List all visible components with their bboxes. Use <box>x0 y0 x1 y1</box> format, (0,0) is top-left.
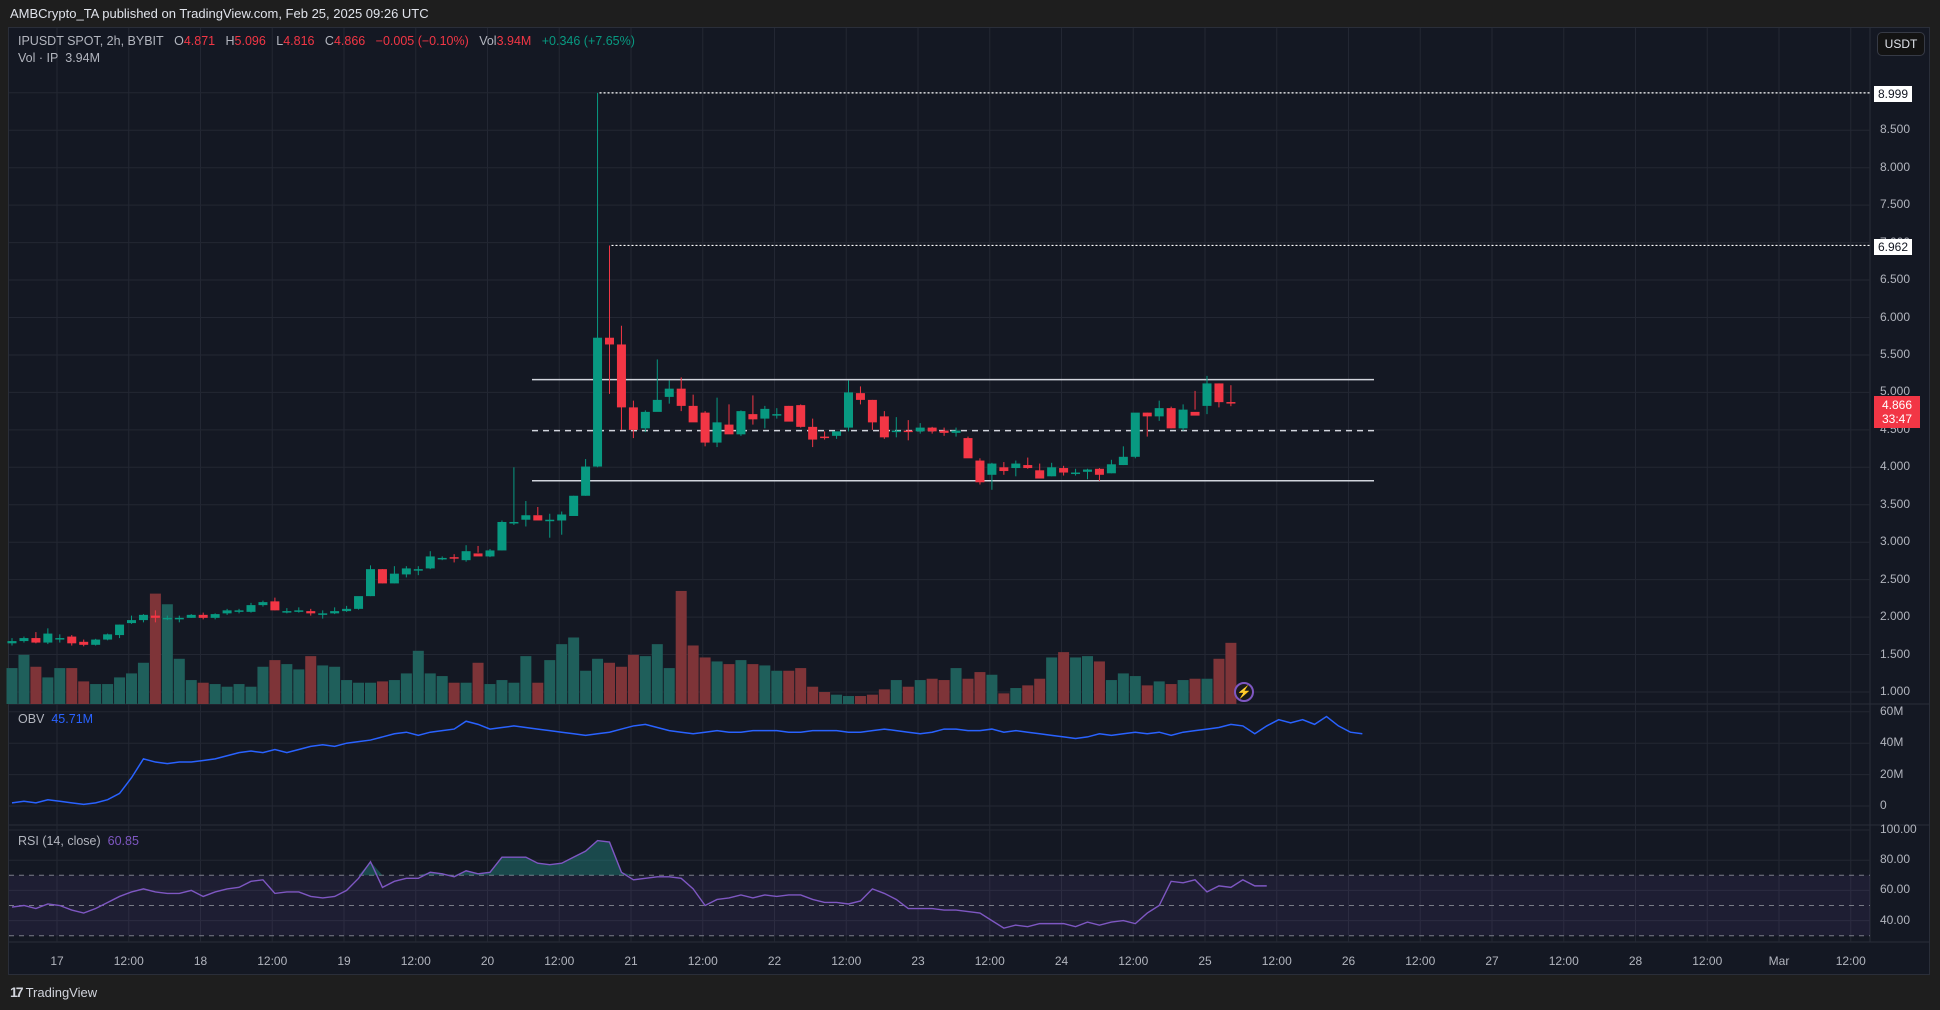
chart-frame <box>8 27 1930 975</box>
currency-button[interactable]: USDT <box>1877 32 1925 56</box>
last-price-tag: 4.866 33:47 <box>1874 396 1920 428</box>
time-tick: 25 <box>1198 954 1212 968</box>
time-tick: 21 <box>624 954 638 968</box>
time-tick: 19 <box>337 954 351 968</box>
obv-tick: 20M <box>1880 766 1904 781</box>
time-tick: 12:00 <box>1548 954 1579 968</box>
price-change: −0.005 (−0.10%) <box>375 34 469 48</box>
bar-countdown: 33:47 <box>1881 412 1913 426</box>
volume-legend[interactable]: Vol · IP 3.94M <box>18 51 100 65</box>
rsi-tick: 40.00 <box>1880 912 1911 927</box>
time-tick: 12:00 <box>974 954 1005 968</box>
price-tick: 5.500 <box>1880 346 1911 361</box>
low-value: 4.816 <box>283 34 315 48</box>
second-high-price-tag: 6.962 <box>1874 239 1913 255</box>
rsi-tick: 80.00 <box>1880 852 1911 867</box>
symbol-legend[interactable]: IPUSDT SPOT, 2h, BYBIT O4.871 H5.096 L4.… <box>18 34 635 48</box>
time-tick: 12:00 <box>1118 954 1149 968</box>
price-tick: 3.500 <box>1880 496 1911 511</box>
price-tick: 7.500 <box>1880 197 1911 212</box>
obv-tick: 40M <box>1880 735 1904 750</box>
time-tick: 12:00 <box>831 954 862 968</box>
time-tick: 12:00 <box>113 954 144 968</box>
time-tick: Mar <box>1768 954 1790 968</box>
price-tick: 2.000 <box>1880 609 1911 624</box>
volume-value: 3.94M <box>496 34 532 48</box>
time-tick: 12:00 <box>544 954 575 968</box>
open-value: 4.871 <box>183 34 216 48</box>
time-tick: 24 <box>1054 954 1069 968</box>
time-tick: 12:00 <box>1692 954 1723 968</box>
obv-value: 45.71M <box>51 712 94 726</box>
tradingview-logo[interactable]: 17 TradingView <box>10 984 98 1000</box>
price-tick: 5.000 <box>1880 384 1911 399</box>
time-tick: 26 <box>1341 954 1356 968</box>
price-tick: 8.500 <box>1880 122 1911 137</box>
rsi-value: 60.85 <box>107 834 139 848</box>
price-tick: 1.500 <box>1880 646 1911 661</box>
price-tick: 3.000 <box>1880 534 1911 549</box>
time-tick: 12:00 <box>1835 954 1866 968</box>
lightning-event-icon[interactable]: ⚡ <box>1234 682 1254 702</box>
time-tick: 27 <box>1485 954 1499 968</box>
time-tick: 12:00 <box>687 954 718 968</box>
price-tick: 4.000 <box>1880 459 1911 474</box>
price-tick: 8.000 <box>1880 159 1911 174</box>
price-tick: 6.000 <box>1880 309 1911 324</box>
price-tick: 6.500 <box>1880 272 1911 287</box>
price-tick: 2.500 <box>1880 571 1911 586</box>
volume-legend-value: 3.94M <box>65 51 100 65</box>
high-value: 5.096 <box>234 34 266 48</box>
time-tick: 18 <box>193 954 208 968</box>
rsi-legend[interactable]: RSI (14, close) 60.85 <box>18 834 139 848</box>
symbol-name[interactable]: IPUSDT SPOT, 2h, BYBIT <box>18 34 164 48</box>
time-tick: 12:00 <box>400 954 431 968</box>
price-tick: 1.000 <box>1880 684 1911 698</box>
tradingview-mark-icon: 17 <box>10 984 24 1000</box>
obv-tick: 0 <box>1880 798 1887 812</box>
obv-tick: 60M <box>1880 703 1904 718</box>
volume-change: +0.346 (+7.65%) <box>541 34 635 48</box>
time-tick: 17 <box>50 954 64 968</box>
obv-legend[interactable]: OBV 45.71M <box>18 712 94 726</box>
spike-high-price-tag: 8.999 <box>1874 86 1913 102</box>
rsi-tick: 60.00 <box>1880 882 1911 897</box>
time-tick: 28 <box>1628 954 1643 968</box>
rsi-tick: 100.00 <box>1880 822 1917 836</box>
time-tick: 23 <box>911 954 925 968</box>
time-tick: 12:00 <box>1405 954 1436 968</box>
close-value: 4.866 <box>333 34 366 48</box>
time-tick: 22 <box>767 954 782 968</box>
publisher-line: AMBCrypto_TA published on TradingView.co… <box>10 6 429 21</box>
time-tick: 20 <box>480 954 495 968</box>
time-tick: 12:00 <box>1261 954 1292 968</box>
time-tick: 12:00 <box>257 954 288 968</box>
